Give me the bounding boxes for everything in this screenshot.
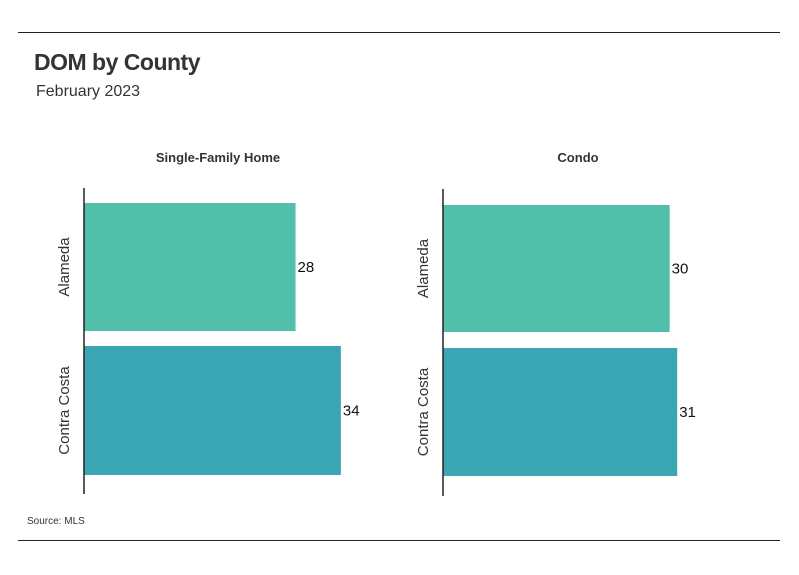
source-note: Source: MLS	[27, 516, 85, 527]
bar-contra-costa	[84, 346, 341, 475]
data-label: 30	[672, 261, 689, 278]
bar-alameda	[84, 203, 296, 331]
panel-title: Condo	[557, 150, 598, 165]
panel-title: Single-Family Home	[156, 150, 280, 165]
bar-alameda	[443, 205, 670, 332]
data-label: 31	[679, 404, 696, 421]
category-label: Alameda	[56, 237, 73, 297]
bar-contra-costa	[443, 348, 678, 476]
category-label: Contra Costa	[56, 366, 73, 455]
category-label: Contra Costa	[415, 367, 432, 456]
chart-panel-1: Single-Family Home 28 Alameda 34 Contra Cost…	[56, 150, 360, 494]
chart-panel-2: Condo 30 Alameda 31 Contra Costa	[415, 150, 696, 496]
bottom-rule	[18, 540, 780, 541]
data-label: 28	[298, 259, 315, 276]
page-subtitle: February 2023	[36, 83, 141, 100]
top-rule	[18, 32, 780, 33]
data-label: 34	[343, 403, 360, 420]
category-label: Alameda	[415, 238, 432, 298]
page-title: DOM by County	[34, 49, 201, 75]
